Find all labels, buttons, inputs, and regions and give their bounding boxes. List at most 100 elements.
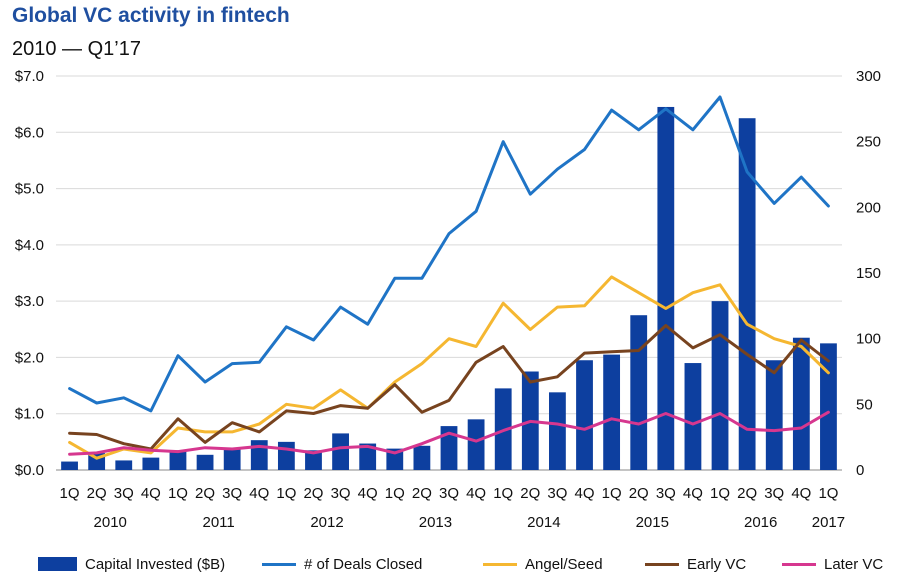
bar-capital-invested: [765, 360, 783, 470]
bar-capital-invested: [115, 460, 133, 470]
bar-capital-invested: [549, 392, 566, 470]
legend-swatch-deals: [262, 562, 296, 566]
x-year-label: 2010: [94, 514, 127, 531]
x-year-label: 2011: [202, 514, 234, 531]
x-tick-label: 1Q: [276, 485, 296, 502]
x-tick-label: 1Q: [493, 485, 513, 502]
chart-legend: Capital Invested ($B) # of Deals Closed …: [0, 552, 900, 576]
x-tick-label: 3Q: [547, 485, 567, 502]
x-tick-label: 1Q: [60, 485, 80, 502]
x-tick-label: 2Q: [195, 485, 215, 502]
x-year-label: 2013: [419, 514, 452, 531]
right-axis-tick-label: 0: [856, 462, 864, 479]
bar-capital-invested: [711, 301, 729, 470]
right-axis-tick-label: 50: [856, 396, 873, 413]
bar-capital-invested: [250, 440, 268, 470]
x-tick-label: 4Q: [683, 485, 703, 502]
bar-capital-invested: [169, 450, 187, 470]
left-axis-tick-label: $1.0: [15, 406, 44, 423]
left-axis-tick-label: $5.0: [15, 181, 44, 198]
x-tick-label: 2Q: [303, 485, 323, 502]
legend-item-deals: # of Deals Closed: [262, 552, 422, 576]
x-tick-label: 2Q: [520, 485, 540, 502]
legend-item-later: Later VC: [782, 552, 883, 576]
left-axis-tick-label: $2.0: [15, 349, 44, 366]
legend-label-capital: Capital Invested ($B): [85, 555, 226, 573]
bar-capital-invested: [305, 450, 322, 470]
legend-item-angel: Angel/Seed: [483, 552, 603, 576]
x-tick-label: 2Q: [629, 485, 649, 502]
legend-label-angel: Angel/Seed: [525, 555, 603, 573]
x-tick-label: 4Q: [249, 485, 269, 502]
legend-item-capital: Capital Invested ($B): [38, 552, 225, 576]
line-of-deals-closed: [68, 95, 830, 413]
legend-swatch-later: [782, 562, 816, 566]
chart-canvas: $0.0 $1.0 $2.0 $3.0 $4.0 $5.0 $6.0 $7.0 0 50 100 15…: [15, 68, 881, 531]
left-axis-tick-label: $4.0: [15, 237, 44, 254]
x-year-label: 2016: [744, 514, 777, 531]
x-tick-label: 4Q: [466, 485, 486, 502]
bar-capital-invested: [332, 433, 349, 470]
x-tick-label: 2Q: [412, 485, 432, 502]
x-tick-label: 1Q: [602, 485, 622, 502]
bar-capital-invested: [603, 354, 621, 470]
x-tick-label: 3Q: [331, 485, 351, 502]
bar-capital-invested: [738, 118, 756, 470]
right-axis-tick-label: 100: [856, 331, 881, 348]
x-year-label: 2012: [310, 514, 343, 531]
x-tick-label: 4Q: [575, 485, 595, 502]
legend-label-deals: # of Deals Closed: [304, 555, 423, 573]
x-year-label: 2015: [636, 514, 669, 531]
bar-capital-invested: [792, 337, 810, 470]
line-early-vc: [68, 324, 830, 451]
x-tick-label: 2Q: [737, 485, 757, 502]
right-axis-tick-label: 300: [856, 68, 881, 85]
left-axis-tick-label: $3.0: [15, 293, 44, 310]
x-tick-label: 3Q: [656, 485, 676, 502]
x-tick-label: 4Q: [791, 485, 811, 502]
legend-item-early: Early VC: [645, 552, 746, 576]
chart-subtitle: 2010 — Q1’17: [12, 38, 141, 60]
x-tick-label: 2Q: [87, 485, 107, 502]
right-axis-tick-label: 200: [856, 199, 881, 216]
right-axis-tick-label: 150: [856, 265, 881, 282]
left-axis-tick-label: $6.0: [15, 124, 44, 141]
bar-capital-invested: [142, 457, 160, 470]
left-axis-tick-label: $0.0: [15, 462, 44, 479]
x-tick-label: 3Q: [439, 485, 459, 502]
x-year-label: 2017: [812, 514, 845, 531]
bar-capital-invested: [277, 441, 295, 470]
legend-swatch-angel: [483, 562, 517, 566]
chart-title: Global VC activity in fintech: [12, 4, 290, 27]
bar-capital-invested: [820, 343, 837, 470]
legend-swatch-capital: [38, 557, 77, 571]
x-tick-label: 3Q: [222, 485, 242, 502]
bar-capital-invested: [359, 443, 377, 470]
bar-capital-invested: [223, 447, 241, 470]
bar-capital-invested: [684, 363, 702, 470]
legend-label-early: Early VC: [687, 555, 747, 573]
bar-capital-invested: [413, 445, 431, 470]
bar-capital-invested: [630, 315, 648, 470]
x-year-label: 2014: [527, 514, 560, 531]
bar-capital-invested: [657, 106, 675, 470]
bar-capital-invested: [196, 454, 214, 470]
x-tick-label: 1Q: [168, 485, 188, 502]
x-tick-label: 3Q: [114, 485, 134, 502]
left-axis-tick-label: $7.0: [15, 68, 44, 85]
bar-capital-invested: [61, 461, 78, 470]
line-later-vc: [68, 410, 830, 456]
x-tick-label: 3Q: [764, 485, 784, 502]
x-tick-label: 4Q: [358, 485, 378, 502]
bar-capital-invested: [440, 426, 458, 470]
legend-label-later: Later VC: [824, 555, 884, 573]
x-tick-label: 4Q: [141, 485, 161, 502]
legend-swatch-early: [645, 562, 679, 566]
right-axis-tick-label: 250: [856, 134, 881, 151]
bar-capital-invested: [467, 419, 485, 470]
x-tick-label: 1Q: [710, 485, 730, 502]
line-angel-seed: [68, 275, 830, 460]
x-tick-label: 1Q: [385, 485, 405, 502]
x-tick-label: 1Q: [818, 485, 838, 502]
bar-capital-invested: [386, 448, 404, 470]
